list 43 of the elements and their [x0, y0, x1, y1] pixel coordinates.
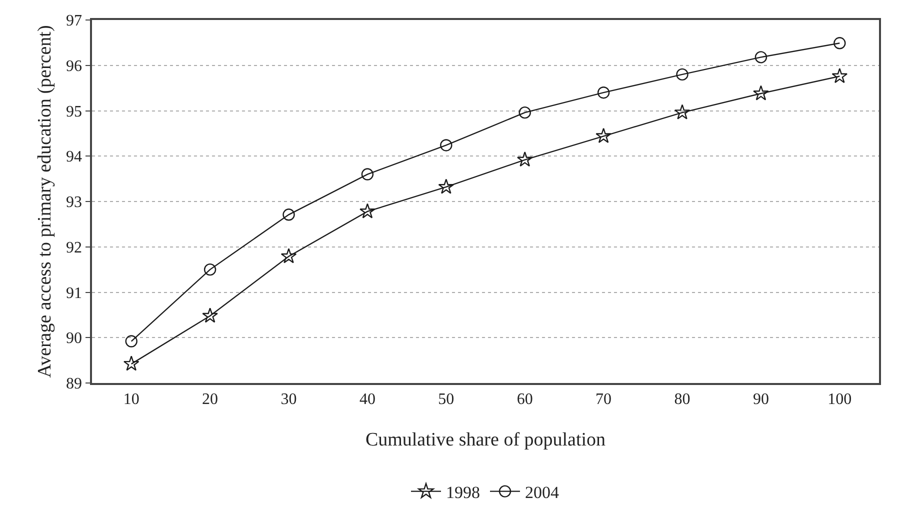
point — [361, 168, 374, 180]
point — [832, 68, 848, 84]
x-tick-label: 80 — [674, 390, 690, 408]
x-tick-label: 90 — [752, 390, 769, 408]
y-tick-label: 94 — [66, 148, 82, 166]
x-tick-label: 20 — [202, 390, 218, 408]
point — [280, 248, 297, 264]
point — [360, 203, 376, 218]
point — [596, 128, 612, 143]
x-tick-label: 100 — [828, 390, 852, 408]
x-tick-label: 70 — [596, 390, 612, 408]
point — [282, 208, 295, 221]
y-tick-label: 90 — [66, 330, 82, 348]
point — [125, 335, 138, 348]
point — [516, 151, 533, 167]
point — [597, 86, 610, 99]
legend-label: 2004 — [525, 482, 560, 502]
point — [754, 51, 768, 64]
x-tick-label: 30 — [280, 390, 297, 408]
x-tick-label: 10 — [123, 390, 140, 408]
y-tick-label: 89 — [66, 376, 82, 393]
point — [123, 356, 140, 371]
point — [202, 308, 218, 323]
y-tick-label: 92 — [66, 239, 82, 256]
x-tick-label: 50 — [438, 390, 454, 408]
y-tick-label: 93 — [66, 194, 82, 212]
x-tick-label: 60 — [516, 390, 533, 408]
point — [438, 178, 454, 194]
legend-label: 1998 — [446, 482, 480, 502]
point — [753, 85, 769, 100]
point — [834, 37, 846, 50]
point — [674, 104, 690, 120]
point — [204, 263, 216, 276]
y-tick-label: 95 — [66, 103, 82, 120]
y-axis-title: Average access to primary education (percent) — [34, 25, 56, 378]
x-axis-title: Cumulative share of population — [365, 429, 606, 450]
y-tick-label: 91 — [66, 284, 82, 302]
point — [518, 106, 531, 119]
y-tick-label: 96 — [66, 58, 82, 75]
point — [676, 68, 688, 81]
y-tick-label: 97 — [66, 12, 82, 30]
point — [440, 139, 452, 152]
x-tick-label: 40 — [359, 390, 376, 408]
